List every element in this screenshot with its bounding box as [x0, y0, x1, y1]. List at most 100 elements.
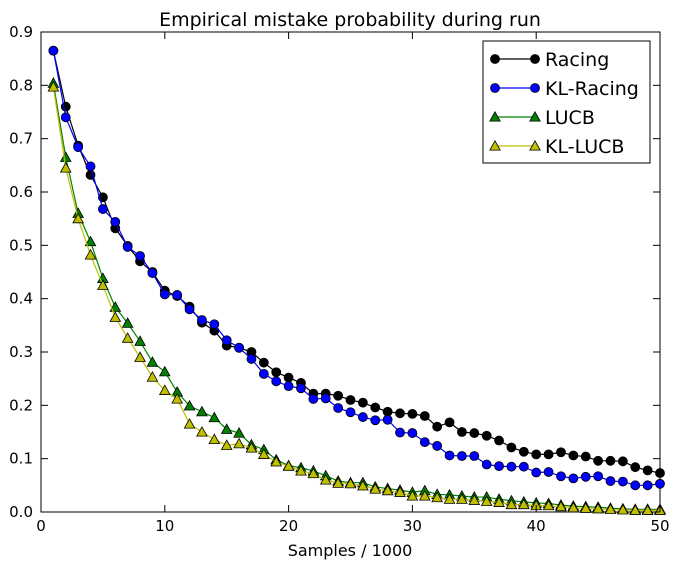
y-tick-label: 0.0	[9, 503, 33, 521]
data-point-lucb	[158, 365, 171, 377]
y-tick-label: 0.6	[9, 183, 33, 201]
data-point-lucb	[208, 411, 221, 423]
x-tick-label: 10	[155, 517, 174, 535]
data-point-racing	[345, 395, 356, 405]
legend-box	[482, 40, 651, 164]
data-point-racing	[419, 411, 430, 421]
legend-marker	[530, 83, 540, 93]
data-point-kl-racing	[605, 476, 616, 486]
data-point-kl-lucb	[542, 499, 555, 511]
data-point-kl-lucb	[332, 477, 344, 488]
data-point-kl-lucb	[369, 483, 382, 494]
data-point-racing	[370, 402, 381, 413]
data-point-kl-racing	[593, 471, 603, 482]
data-point-kl-lucb	[171, 392, 184, 404]
legend-item-kl-racing: KL-Racing	[490, 78, 639, 100]
data-point-kl-lucb	[109, 311, 122, 322]
data-point-racing	[444, 417, 455, 428]
data-point-kl-racing	[642, 480, 653, 491]
data-point-kl-racing	[617, 476, 628, 487]
legend-marker	[490, 83, 500, 93]
y-tick-label: 0.3	[9, 343, 33, 361]
data-point-kl-lucb	[84, 248, 97, 260]
data-point-racing	[457, 427, 467, 437]
data-point-kl-racing	[543, 467, 554, 477]
data-point-kl-racing	[172, 290, 183, 300]
data-point-kl-racing	[184, 304, 195, 315]
data-point-racing	[617, 456, 628, 467]
data-point-lucb	[220, 423, 233, 434]
x-tick-label: 20	[279, 517, 298, 535]
data-point-kl-racing	[308, 394, 319, 404]
data-point-kl-lucb	[196, 425, 208, 437]
data-point-lucb	[146, 356, 159, 367]
x-tick-label: 0	[36, 517, 46, 535]
legend-label: KL-Racing	[545, 78, 639, 100]
data-point-kl-racing	[630, 480, 641, 491]
data-point-kl-lucb	[381, 484, 394, 496]
data-point-kl-racing	[556, 471, 566, 482]
axis-ticks: 0 10 20 30 40 50 0.0 0.1 0.2 0.3 0.4 0.5 0.6 0.7 0.8 0.…	[9, 23, 669, 535]
data-point-kl-lucb	[47, 80, 60, 92]
y-tick-label: 0.8	[9, 76, 33, 94]
data-point-kl-lucb	[307, 467, 320, 479]
legend-label: LUCB	[545, 107, 595, 129]
legend-marker	[490, 54, 500, 64]
data-point-kl-lucb	[270, 455, 283, 467]
data-point-kl-lucb	[295, 464, 307, 476]
data-point-racing	[407, 408, 418, 419]
data-point-kl-racing	[506, 461, 517, 472]
data-point-kl-lucb	[183, 417, 196, 429]
data-point-kl-racing	[481, 459, 492, 470]
data-point-kl-racing	[60, 112, 71, 123]
x-tick-label: 40	[527, 517, 546, 535]
data-point-racing	[494, 435, 504, 446]
data-point-kl-racing	[122, 242, 133, 252]
data-point-kl-racing	[494, 461, 504, 472]
data-point-lucb	[134, 335, 146, 346]
data-point-racing	[481, 430, 492, 441]
y-tick-label: 0.5	[9, 236, 33, 254]
data-point-kl-lucb	[257, 448, 270, 459]
legend-marker	[529, 139, 541, 151]
data-point-kl-racing	[395, 427, 405, 438]
legend-marker	[489, 110, 501, 122]
data-point-kl-racing	[419, 437, 430, 448]
data-point-racing	[333, 390, 344, 401]
y-tick-label: 0.1	[9, 450, 33, 468]
data-point-kl-racing	[407, 428, 418, 438]
data-point-kl-racing	[457, 451, 467, 461]
data-point-kl-lucb	[406, 489, 419, 501]
data-point-kl-lucb	[616, 503, 629, 515]
data-point-kl-lucb	[220, 439, 233, 450]
x-tick-label: 50	[650, 517, 669, 535]
data-point-lucb	[121, 317, 134, 328]
legend-marker	[489, 139, 501, 151]
data-point-kl-lucb	[245, 441, 258, 453]
data-point-kl-lucb	[134, 351, 146, 362]
data-point-racing	[568, 450, 579, 461]
data-point-kl-lucb	[517, 498, 530, 510]
x-tick-label: 30	[403, 517, 422, 535]
data-point-racing	[630, 462, 641, 473]
data-point-kl-racing	[333, 403, 344, 413]
data-point-kl-racing	[258, 368, 269, 379]
data-point-kl-lucb	[579, 502, 592, 513]
data-point-lucb	[59, 151, 72, 162]
data-point-kl-racing	[370, 415, 381, 426]
data-point-kl-racing	[48, 45, 59, 56]
data-point-kl-lucb	[121, 332, 134, 343]
data-point-kl-lucb	[641, 504, 654, 515]
data-point-racing	[580, 451, 591, 462]
data-point-racing	[642, 465, 653, 476]
data-point-racing	[543, 449, 554, 460]
data-point-kl-lucb	[592, 502, 604, 514]
data-point-kl-racing	[568, 473, 579, 484]
data-point-lucb	[196, 405, 208, 417]
plot-frame	[40, 31, 661, 513]
data-point-kl-lucb	[394, 486, 406, 497]
y-tick-label: 0.4	[9, 290, 33, 308]
data-point-racing	[432, 421, 443, 432]
